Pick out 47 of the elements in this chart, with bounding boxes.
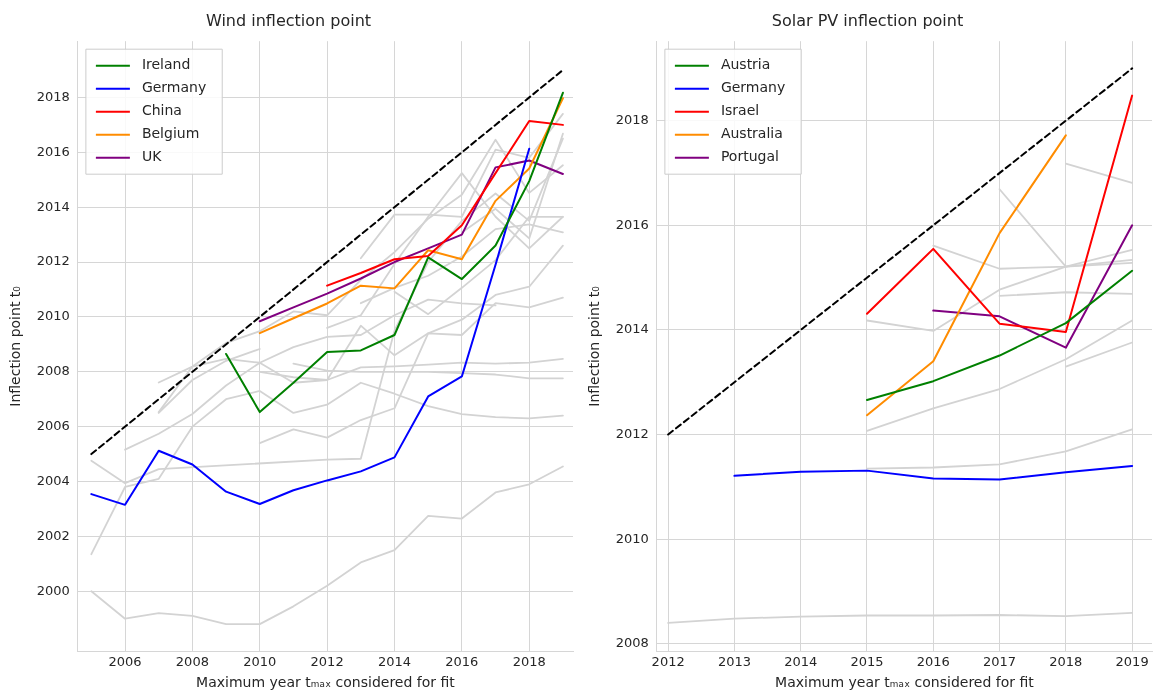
- y-axis-title: Inflection point t₀: [7, 285, 24, 407]
- y-tick-label: 2018: [615, 112, 649, 128]
- x-tick-label: 2016: [916, 653, 950, 669]
- y-tick-label: 2008: [36, 363, 70, 379]
- x-tick-label: 2016: [445, 653, 479, 669]
- x-tick-label: 2017: [983, 653, 1017, 669]
- legend-label: Germany: [141, 79, 207, 96]
- legend-label: Portugal: [720, 148, 779, 165]
- y-tick-label: 2010: [36, 308, 70, 324]
- y-tick-label: 2004: [36, 472, 70, 488]
- chart-title: Solar PV inflection point: [771, 10, 964, 30]
- x-tick-label: 2019: [1115, 653, 1149, 669]
- x-tick-label: 2014: [377, 653, 412, 669]
- legend-label: Ireland: [141, 56, 191, 73]
- x-tick-label: 2006: [108, 653, 142, 669]
- y-tick-label: 2016: [615, 216, 649, 232]
- x-tick-label: 2013: [717, 653, 751, 669]
- legend-label: Germany: [720, 79, 786, 96]
- y-tick-label: 2018: [36, 88, 70, 104]
- x-tick-label: 2012: [651, 653, 685, 669]
- x-axis-title: Maximum year tₘₐₓ considered for fit: [196, 674, 456, 691]
- legend-label: China: [141, 102, 182, 119]
- y-tick-label: 2010: [615, 530, 649, 546]
- legend-label: Belgium: [141, 125, 200, 142]
- y-tick-label: 2012: [615, 425, 649, 441]
- x-axis-title: Maximum year tₘₐₓ considered for fit: [775, 674, 1035, 691]
- x-tick-label: 2008: [175, 653, 209, 669]
- y-tick-label: 2014: [615, 321, 649, 337]
- x-tick-label: 2015: [850, 653, 884, 669]
- y-tick-label: 2014: [36, 198, 70, 214]
- x-tick-label: 2012: [310, 653, 344, 669]
- legend-label: UK: [141, 148, 163, 165]
- x-tick-label: 2018: [512, 653, 546, 669]
- y-tick-label: 2000: [36, 582, 70, 598]
- legend-label: Australia: [720, 125, 783, 142]
- y-axis-title: Inflection point t₀: [586, 285, 603, 407]
- y-tick-label: 2008: [615, 635, 649, 651]
- chart-title: Wind inflection point: [205, 10, 372, 30]
- legend-label: Austria: [720, 56, 771, 73]
- y-tick-label: 2006: [36, 418, 70, 434]
- legend-label: Israel: [720, 102, 760, 119]
- y-tick-label: 2002: [36, 527, 70, 543]
- x-tick-label: 2018: [1049, 653, 1083, 669]
- x-tick-label: 2014: [784, 653, 818, 669]
- x-tick-label: 2010: [243, 653, 277, 669]
- y-tick-label: 2012: [36, 253, 70, 269]
- y-tick-label: 2016: [36, 143, 70, 159]
